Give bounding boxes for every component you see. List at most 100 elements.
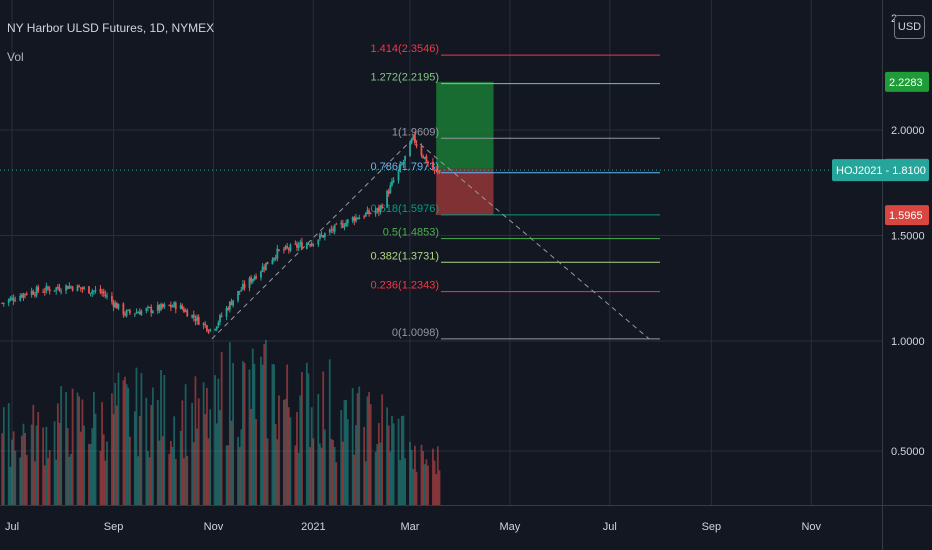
candle-body	[379, 205, 382, 212]
candle-body	[435, 169, 438, 171]
candle-body	[305, 243, 308, 249]
candle-body	[209, 329, 212, 331]
volume-bar	[420, 444, 423, 505]
volume-bar	[284, 398, 287, 505]
candle-body	[287, 248, 290, 250]
volume-bar	[191, 402, 194, 505]
candle-body	[343, 226, 346, 228]
volume-bar	[237, 436, 239, 505]
volume-bar	[112, 414, 115, 505]
candle-body	[376, 208, 379, 211]
volume-bar	[150, 405, 153, 505]
volume-bar	[111, 393, 113, 505]
candle-body	[363, 216, 366, 218]
candle-body	[101, 292, 103, 294]
volume-bar	[240, 429, 243, 505]
candle-body	[2, 302, 5, 304]
candle-body	[346, 219, 349, 224]
volume-bar	[381, 394, 384, 505]
candle-body	[438, 170, 441, 173]
volume-bar	[355, 425, 357, 505]
volume-bar	[32, 404, 35, 505]
candle-body	[214, 329, 216, 331]
stop-zone[interactable]	[436, 168, 494, 216]
volume-bar	[11, 439, 13, 505]
candle-body	[184, 310, 187, 312]
volume-bar	[278, 395, 280, 505]
candle-body	[420, 146, 423, 156]
price-badge[interactable]	[885, 71, 929, 92]
candle-body	[71, 286, 74, 291]
projection-line[interactable]	[412, 137, 650, 340]
volume-bar	[255, 419, 257, 505]
candle-body	[60, 291, 63, 293]
volume-bar	[58, 422, 61, 505]
candle-body	[330, 229, 333, 231]
price-badge-label: 1.5965	[889, 210, 923, 222]
time-tick-label: Nov	[204, 521, 224, 533]
volume-bar	[12, 431, 15, 505]
candle-body	[377, 207, 380, 213]
candle-body	[43, 291, 46, 293]
volume-bar	[266, 438, 269, 505]
symbol-title[interactable]: NY Harbor ULSD Futures, 1D, NYMEX	[7, 21, 215, 35]
volume-bar	[400, 415, 403, 505]
candle-body	[169, 304, 172, 308]
volume-bar	[209, 409, 212, 505]
fib-level-label: 0.5(1.4853)	[383, 227, 439, 239]
price-badge[interactable]	[885, 205, 929, 226]
volume-bar	[335, 462, 338, 505]
candle-body	[125, 310, 128, 316]
long-position-tool[interactable]	[436, 81, 494, 216]
candle-body	[255, 276, 257, 279]
candle-body	[117, 303, 120, 309]
candle-body	[340, 222, 343, 225]
volume-bar	[436, 446, 439, 505]
candle-body	[358, 217, 361, 220]
candle-body	[422, 155, 425, 158]
volume-bar	[369, 404, 372, 505]
volume-bar	[358, 386, 361, 505]
volume-bar	[65, 392, 67, 505]
candle-body	[91, 291, 94, 294]
last-price-badge[interactable]	[832, 159, 929, 182]
volume-bar	[287, 407, 290, 505]
volume-bar	[422, 451, 425, 505]
volume-bar	[230, 420, 233, 505]
candle-body	[34, 294, 36, 296]
fib-trend-line[interactable]	[211, 137, 414, 340]
price-axis[interactable]: 1.00001.50002.000020.50002.22831.81651.5…	[832, 13, 929, 458]
volume-indicator-label[interactable]: Vol	[7, 50, 24, 64]
volume-bar	[438, 470, 441, 505]
volume-bar	[248, 369, 251, 505]
time-tick-label: Sep	[702, 521, 722, 533]
candle-body	[320, 235, 323, 237]
candle-body	[19, 295, 22, 301]
volume-bar	[250, 408, 253, 505]
volume-bar	[169, 440, 172, 505]
trend-lines[interactable]	[0, 137, 882, 340]
target-zone[interactable]	[436, 81, 494, 169]
volume-bar	[307, 373, 310, 505]
candle-body	[333, 224, 336, 232]
volume-bar	[148, 457, 151, 505]
candle-body	[427, 161, 429, 163]
candle-body	[145, 308, 148, 311]
volume-bar	[273, 364, 275, 505]
volume-bar	[135, 367, 138, 505]
fibonacci-retracement-tool[interactable]: 1.618(2.7466)1.414(2.3546)1.272(2.2195)1…	[371, 0, 661, 340]
candle-body	[65, 285, 67, 291]
candle-body	[261, 266, 264, 272]
candle-body	[335, 223, 338, 225]
volume-bar	[225, 445, 228, 505]
time-axis[interactable]: Jul Sep Nov 2021 Mar May Jul Sep Nov	[5, 521, 822, 533]
volume-bar	[192, 442, 195, 505]
volume-bar	[158, 440, 161, 505]
candle-body	[55, 287, 58, 291]
currency-button[interactable]: USD	[894, 15, 925, 39]
volume-bar	[253, 363, 256, 505]
volume-bar	[14, 450, 17, 505]
candle-body	[294, 243, 297, 245]
candle-body	[47, 286, 49, 289]
